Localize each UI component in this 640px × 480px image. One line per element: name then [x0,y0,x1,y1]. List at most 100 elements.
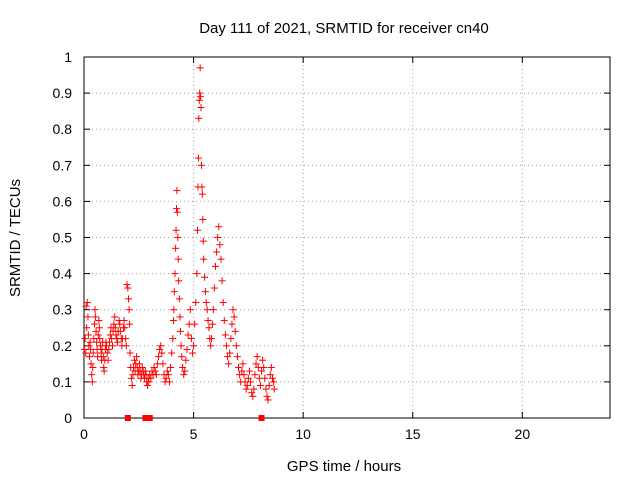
data-point [168,349,176,357]
data-point [172,205,180,213]
data-point [216,241,224,249]
data-point [172,244,180,252]
data-point [85,353,93,361]
data-point [207,342,215,350]
data-point [176,327,184,335]
data-point [122,335,130,343]
data-point [178,353,186,361]
data-point [84,331,92,339]
data-point [81,335,89,343]
data-point [270,385,278,393]
data-point [260,363,268,371]
x-axis-label: GPS time / hours [287,458,401,475]
data-point [93,338,101,346]
y-tick-label: 0.9 [53,85,73,101]
data-point [83,298,91,306]
data-point [82,302,90,310]
data-point [200,255,208,263]
data-point [217,255,225,263]
data-point [249,392,257,400]
data-point [145,378,153,386]
data-point [239,360,247,368]
data-point [197,104,205,112]
data-point [202,298,210,306]
zero-marker [124,415,131,421]
data-point [147,374,155,382]
y-tick-label: 1 [64,49,72,65]
data-point [199,215,207,223]
data-point [97,349,105,357]
data-point [195,114,203,122]
data-point [108,342,116,350]
data-point [199,237,207,245]
zero-markers [124,415,265,421]
data-point [214,234,222,241]
data-point [141,367,149,375]
data-point [192,298,200,306]
data-point [219,298,227,306]
data-point [89,349,97,357]
data-point [201,288,209,296]
data-point [92,327,100,335]
data-point [264,396,272,404]
data-point [95,324,103,332]
data-point [150,363,158,371]
y-tick-label: 0.1 [53,374,73,390]
data-point [104,356,112,364]
data-point [165,378,173,386]
data-point [91,306,99,314]
data-point [259,356,267,364]
data-point [253,353,261,361]
data-point [201,273,209,281]
data-points [80,64,278,404]
axes [83,56,611,419]
data-point [190,342,198,350]
y-tick-label: 0 [64,410,72,426]
data-point [156,345,164,353]
data-point [167,363,175,371]
data-point [245,367,253,375]
data-point [174,234,182,241]
y-tick-label: 0.2 [53,338,73,354]
data-point [110,320,118,328]
data-point [99,353,107,361]
data-point [182,356,190,364]
data-point [158,349,166,357]
data-point [231,327,239,335]
data-point [80,345,88,353]
data-point [103,349,111,357]
x-tick-label: 0 [80,426,88,442]
data-point [86,338,94,346]
data-point [96,335,104,343]
data-point [252,360,260,368]
data-point [88,371,96,379]
data-point [179,363,187,371]
data-point [91,313,99,321]
data-point [173,208,181,216]
data-point [187,335,195,343]
data-point [138,363,146,371]
data-point [198,190,206,198]
data-point [85,342,93,350]
data-point [191,320,199,328]
data-point [152,371,160,379]
y-tick-label: 0.7 [53,157,73,173]
data-point [194,226,202,234]
data-point [258,367,266,375]
y-tick-label: 0.6 [53,193,73,209]
data-point [83,324,91,332]
data-point [111,313,119,321]
data-point [229,306,237,314]
data-point [122,342,130,350]
data-point [197,161,205,169]
zero-marker [142,415,149,421]
data-point [177,342,185,350]
data-point [224,353,232,361]
data-point [155,353,163,361]
y-tick-label: 0.4 [53,266,73,282]
data-point [88,378,96,386]
data-point [270,378,278,386]
data-point [170,288,178,296]
data-point [243,382,251,390]
